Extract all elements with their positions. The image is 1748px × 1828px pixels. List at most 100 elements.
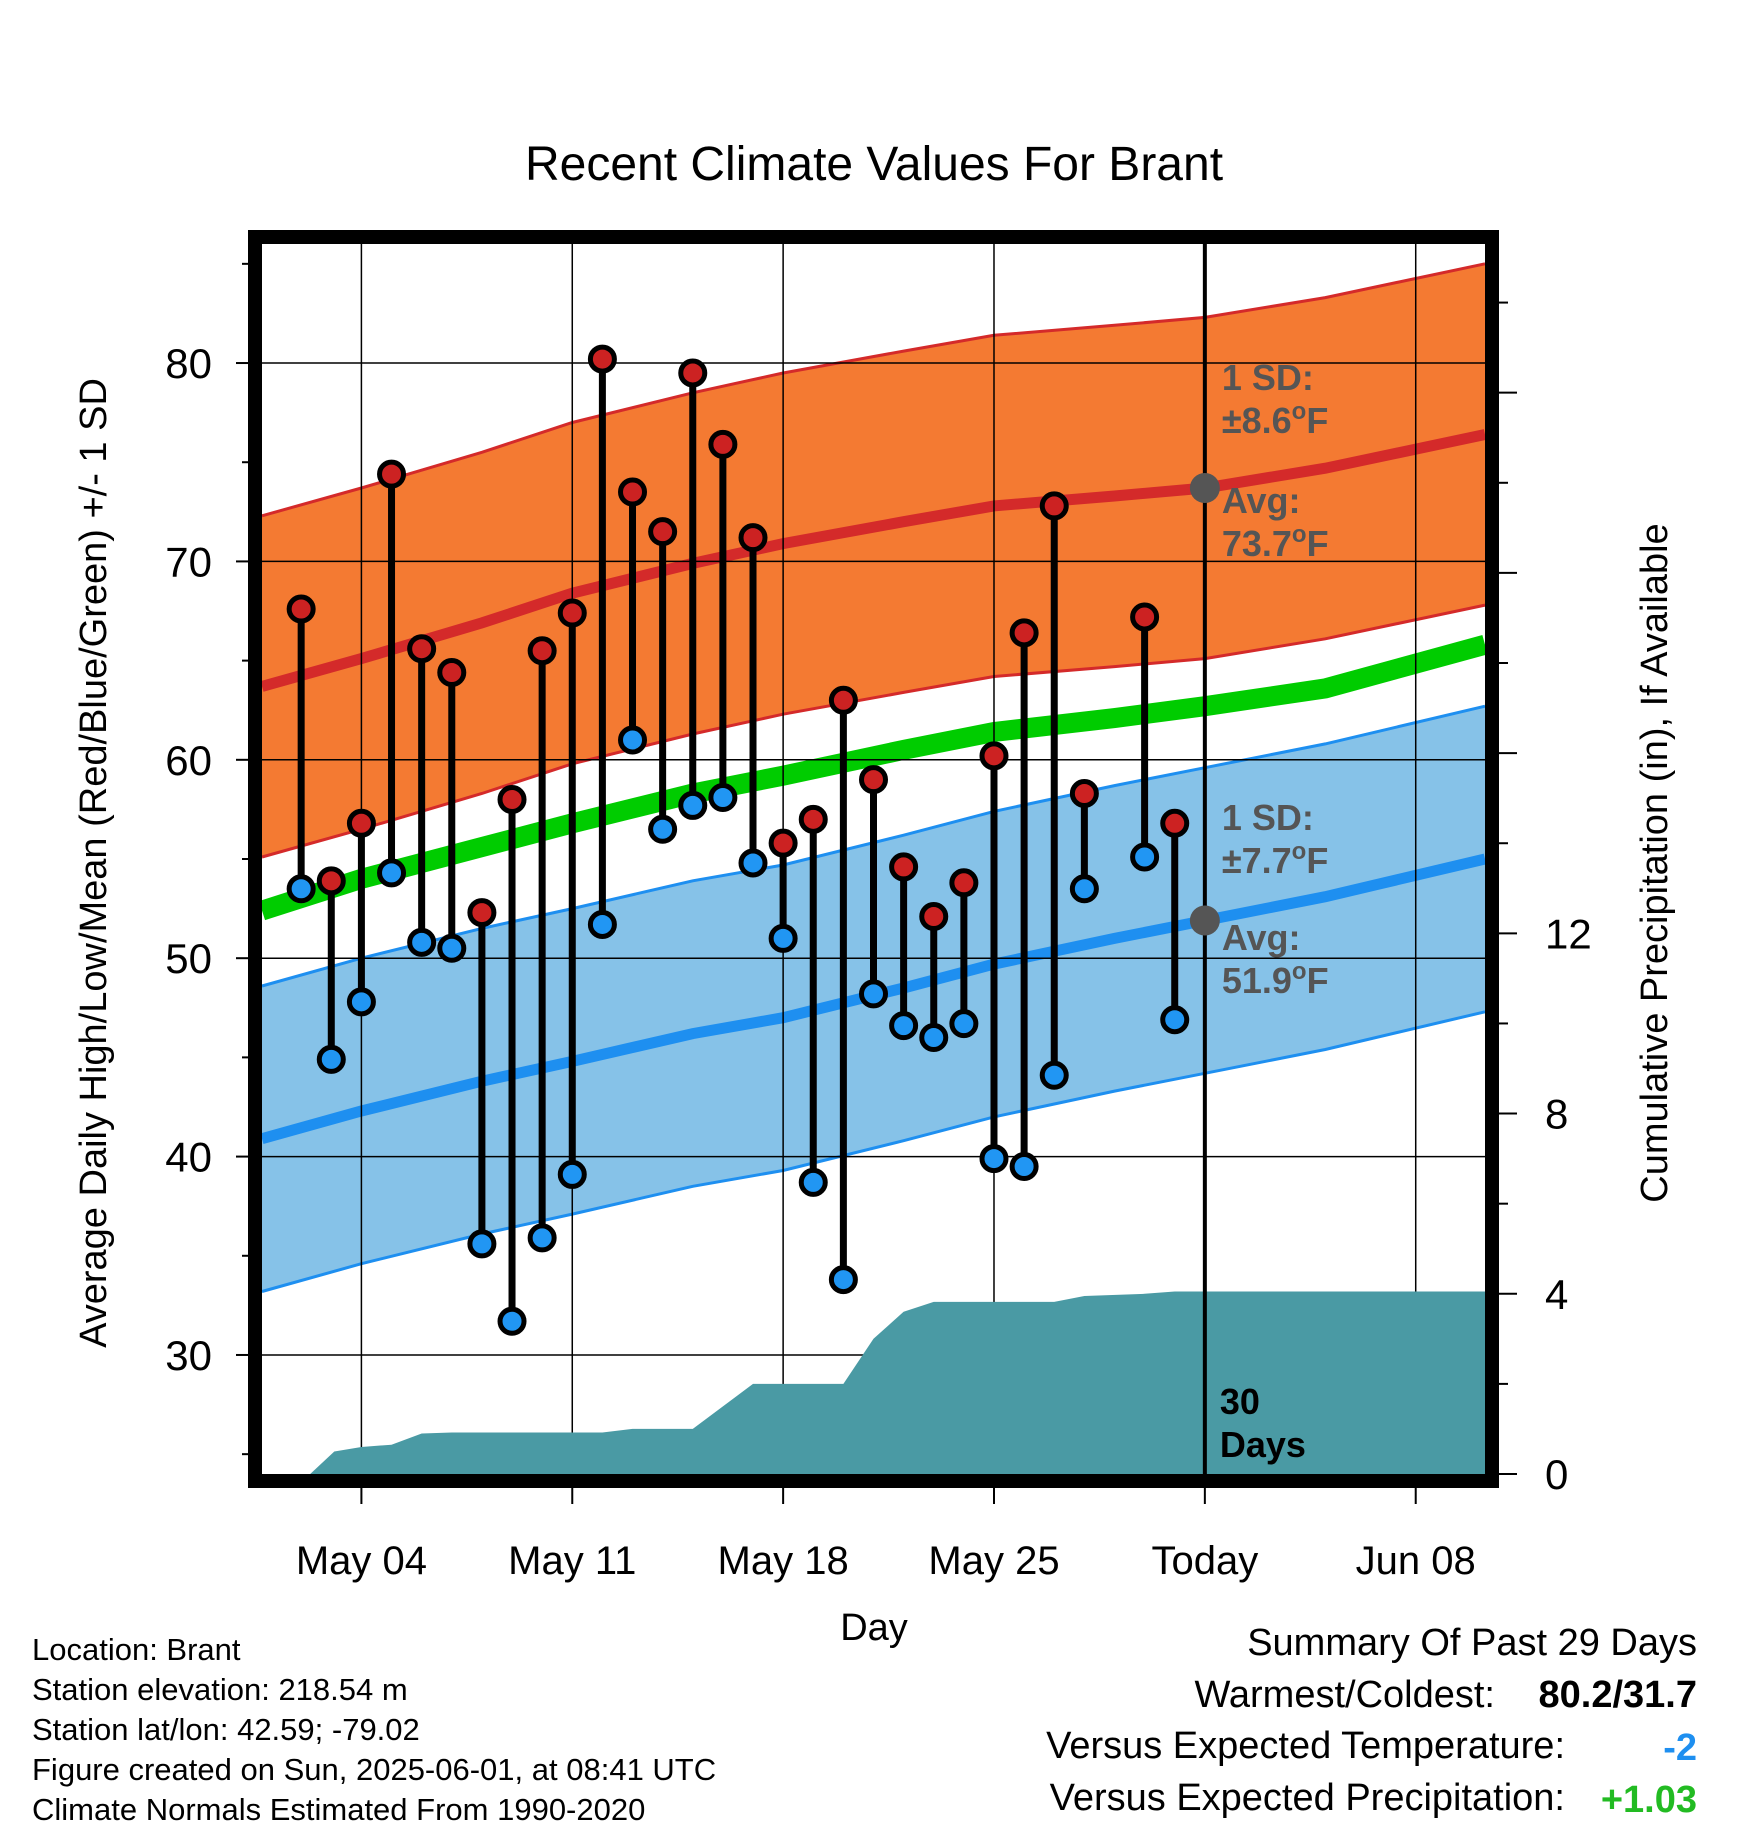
today-avg-high-marker	[1189, 473, 1220, 504]
station-info: Location: Brant Station elevation: 218.5…	[32, 1632, 716, 1827]
summary-temp-value: -2	[1663, 1727, 1697, 1769]
left-axis: 30 40 50 60 70 80	[165, 262, 248, 1456]
daily-low-dot	[286, 874, 316, 904]
daily-low-dot	[346, 987, 376, 1017]
plot-frame	[248, 230, 1499, 1488]
summary-box: Summary Of Past 29 Days Warmest/Coldest:…	[1046, 1622, 1697, 1821]
daily-low-dot	[587, 909, 617, 939]
daily-low-dot	[407, 927, 437, 957]
summary-precip-label: Versus Expected Precipitation:	[1050, 1777, 1565, 1819]
today-line-group	[1189, 244, 1220, 1474]
right-axis-label: Cumulative Precipitation (in), If Availa…	[1634, 523, 1676, 1202]
x-tick-label: May 04	[296, 1539, 427, 1583]
summary-warmest-label: Warmest/Coldest:	[1194, 1674, 1495, 1716]
avg-high-line	[260, 429, 1487, 692]
left-axis-label: Average Daily High/Low/Mean (Red/Blue/Gr…	[73, 378, 115, 1348]
x-tick-label: Jun 08	[1356, 1539, 1476, 1583]
high-upper-sd-line	[261, 262, 1486, 518]
daily-low-dot	[618, 725, 648, 755]
daily-high-dot	[798, 804, 828, 834]
plot-border	[248, 230, 1499, 1488]
x-tick-label: May 18	[718, 1539, 849, 1583]
daily-low-dot	[557, 1159, 587, 1189]
low-avg-value: 51.9oF	[1222, 958, 1329, 1001]
summary-warmest-value: 80.2/31.7	[1539, 1674, 1697, 1716]
daily-high-dot	[1160, 808, 1190, 838]
daily-low-dot	[949, 1009, 979, 1039]
daily-high-dot	[708, 429, 738, 459]
high-avg-label: Avg:	[1222, 480, 1301, 521]
right-tick-label: 0	[1545, 1451, 1568, 1498]
info-elevation: Station elevation: 218.54 m	[32, 1672, 408, 1707]
left-tick-label: 30	[165, 1332, 212, 1379]
x-axis: May 04 May 11 May 18 May 25 Today Jun 08	[296, 1488, 1476, 1583]
low-sd-label: 1 SD:	[1222, 797, 1314, 838]
info-normals: Climate Normals Estimated From 1990-2020	[32, 1792, 645, 1827]
left-tick-label: 50	[165, 935, 212, 982]
summary-heading: Summary Of Past 29 Days	[1247, 1622, 1697, 1664]
precip-cumulative-area	[286, 1291, 1486, 1474]
daily-high-dot	[1009, 618, 1039, 648]
right-tick-label: 4	[1545, 1271, 1568, 1318]
low-avg-label: Avg:	[1222, 917, 1301, 958]
info-location: Location: Brant	[32, 1632, 241, 1667]
daily-low-dot	[859, 979, 888, 1009]
daily-high-dot	[467, 898, 497, 928]
daily-low-dot	[919, 1023, 949, 1053]
daily-low-dot	[316, 1044, 346, 1074]
daily-high-dot	[678, 358, 708, 388]
daily-high-dot	[1130, 602, 1160, 632]
days-label-number: 30	[1220, 1381, 1260, 1422]
daily-high-dot	[437, 658, 467, 688]
daily-low-dot	[768, 923, 798, 953]
daily-low-dot	[738, 848, 768, 878]
left-tick-label: 80	[165, 340, 212, 387]
daily-low-dot	[1009, 1152, 1039, 1181]
daily-high-dot	[768, 828, 798, 858]
right-axis: 0 4 8 12	[1499, 301, 1592, 1498]
daily-high-dot	[618, 477, 648, 507]
high-sd-value: ±8.6oF	[1222, 398, 1328, 441]
daily-low-dot	[889, 1011, 919, 1041]
x-tick-label: Today	[1151, 1539, 1258, 1583]
daily-high-dot	[346, 808, 376, 838]
high-avg-value: 73.7oF	[1222, 521, 1329, 564]
daily-high-dot	[286, 594, 316, 624]
daily-high-dot	[497, 784, 527, 814]
daily-low-dot	[1069, 874, 1099, 904]
right-tick-label: 8	[1545, 1091, 1568, 1138]
daily-high-dot	[407, 634, 437, 664]
daily-high-dot	[648, 517, 678, 547]
days-label-word: Days	[1220, 1424, 1306, 1465]
x-tick-label: May 25	[928, 1539, 1059, 1583]
daily-low-dot	[708, 783, 738, 812]
daily-low-dot	[1039, 1060, 1069, 1090]
daily-high-dot	[859, 765, 888, 795]
daily-low-dot	[527, 1223, 557, 1253]
daily-high-dot	[919, 902, 949, 932]
left-tick-label: 40	[165, 1134, 212, 1181]
today-avg-low-marker	[1189, 905, 1220, 936]
right-tick-label: 12	[1545, 910, 1592, 957]
x-axis-label: Day	[840, 1607, 908, 1649]
high-sd-label: 1 SD:	[1222, 357, 1314, 398]
summary-temp-label: Versus Expected Temperature:	[1046, 1725, 1565, 1767]
daily-low-dot	[648, 814, 678, 844]
daily-low-dot	[377, 858, 407, 888]
daily-high-dot	[316, 866, 346, 896]
daily-low-dot	[678, 790, 708, 820]
daily-low-dot	[497, 1306, 527, 1336]
chart-title: Recent Climate Values For Brant	[525, 138, 1223, 191]
precip-area	[286, 1291, 1486, 1474]
daily-low-dot	[1160, 1005, 1190, 1035]
daily-high-dot	[587, 344, 617, 374]
daily-high-dot	[527, 636, 557, 666]
daily-low-dot	[828, 1265, 858, 1295]
daily-low-dot	[437, 933, 467, 963]
info-created: Figure created on Sun, 2025-06-01, at 08…	[32, 1752, 716, 1787]
daily-high-dot	[889, 852, 919, 882]
left-tick-label: 70	[165, 538, 212, 585]
daily-high-dot	[377, 459, 407, 489]
daily-high-dot	[557, 598, 587, 628]
